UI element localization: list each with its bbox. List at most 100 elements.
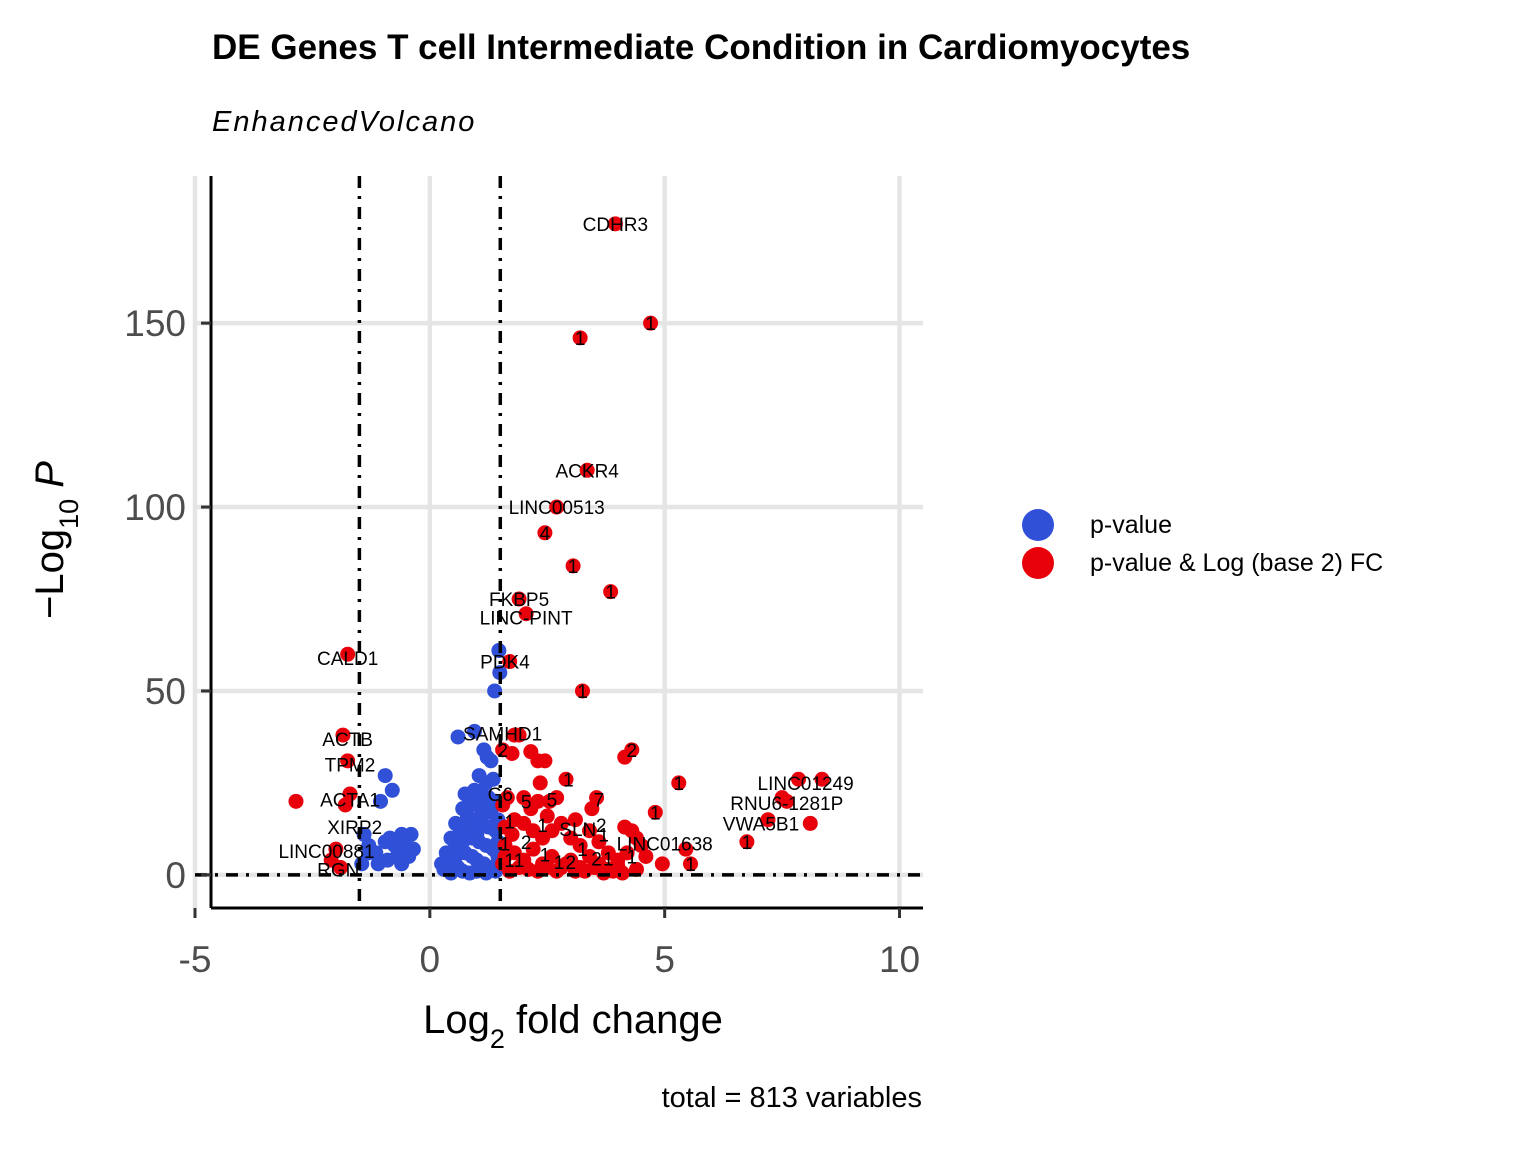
point-pvalue (382, 830, 398, 846)
point-pvalue-fc (582, 823, 598, 839)
point-pvalue-fc (591, 834, 607, 850)
point-label: 1 (685, 855, 696, 876)
point-label: LINC01638 (617, 835, 713, 856)
point-pvalue (485, 771, 501, 787)
legend-item-pvalue-fc: p-value & Log (base 2) FC (1022, 544, 1383, 582)
point-pvalue-fc (549, 790, 565, 806)
point-label: 1 (605, 583, 616, 604)
point-pvalue-fc (333, 860, 349, 876)
point-pvalue-fc (553, 815, 569, 831)
point-pvalue-fc (607, 216, 623, 232)
point-pvalue-fc (537, 753, 553, 769)
point-label: 1 (742, 833, 753, 854)
y-tick-label: 150 (124, 303, 186, 344)
point-pvalue-fc (638, 849, 654, 865)
point-pvalue-fc (340, 753, 356, 769)
legend-item-pvalue: p-value (1022, 506, 1383, 544)
point-pvalue-fc (530, 793, 546, 809)
point-label: ACKR4 (556, 461, 620, 482)
point-pvalue-fc (537, 525, 553, 541)
point-pvalue-fc (511, 727, 527, 743)
point-label: 2 (497, 741, 508, 762)
point-pvalue (384, 782, 400, 798)
point-pvalue (469, 826, 485, 842)
point-pvalue-fc (511, 591, 527, 607)
point-pvalue-fc (574, 683, 590, 699)
point-pvalue-fc (739, 834, 755, 850)
point-pvalue (487, 683, 503, 699)
chart-caption: total = 813 variables (661, 1082, 922, 1114)
point-pvalue-fc (760, 812, 776, 828)
point-pvalue-fc (647, 804, 663, 820)
point-pvalue (377, 768, 393, 784)
point-pvalue (483, 753, 499, 769)
point-label: 5 (521, 792, 532, 813)
point-pvalue-fc (340, 646, 356, 662)
point-label: SAMHD1 (463, 724, 542, 745)
point-pvalue-fc (532, 775, 548, 791)
point-label: 1 (650, 803, 661, 824)
point-pvalue-fc (337, 797, 353, 813)
point-pvalue-fc (671, 775, 687, 791)
point-pvalue-fc (779, 793, 795, 809)
point-pvalue (455, 834, 471, 850)
point-label: 4 (540, 524, 551, 545)
point-pvalue-fc (791, 771, 807, 787)
point-pvalue-fc (558, 771, 574, 787)
y-tick-label: 0 (165, 855, 186, 896)
point-pvalue-fc (572, 330, 588, 346)
point-label: VWA5B1 (723, 814, 799, 835)
point-label: PDK4 (480, 653, 530, 674)
point-label: 1 (645, 314, 656, 335)
legend-label-pvalue: p-value (1090, 510, 1172, 539)
point-pvalue-fc (678, 841, 694, 857)
point-pvalue-fc (572, 837, 588, 853)
point-pvalue-fc (504, 826, 520, 842)
point-label: 1 (575, 329, 586, 350)
point-pvalue-fc (614, 865, 630, 881)
point-pvalue-fc (504, 746, 520, 762)
point-label: 2 (521, 833, 532, 854)
point-pvalue (474, 808, 490, 824)
point-pvalue (373, 793, 389, 809)
point-pvalue-fc (643, 315, 659, 331)
point-label: 2 (565, 853, 576, 874)
point-label: CDHR3 (583, 215, 648, 236)
point-label: LINC01249 (758, 774, 854, 795)
point-label: G6 (488, 785, 513, 806)
point-label: ACTB (322, 730, 373, 751)
point-pvalue (368, 845, 384, 861)
chart-subtitle: EnhancedVolcano (212, 106, 477, 138)
point-pvalue-fc (502, 654, 518, 670)
point-label: FKBP5 (489, 590, 549, 611)
point-label: RGN (317, 860, 359, 881)
point-label: 1 (568, 557, 579, 578)
point-label: 1 (540, 846, 551, 867)
chart-title: DE Genes T cell Intermediate Condition i… (212, 28, 1191, 67)
point-label: 2 (596, 816, 607, 837)
point-pvalue-fc (335, 727, 351, 743)
point-label: 2 (591, 849, 602, 870)
point-pvalue (394, 856, 410, 872)
point-pvalue-fc (518, 606, 534, 622)
point-pvalue-fc (499, 790, 515, 806)
point-label: 1 (504, 851, 515, 872)
point-label: 2 (627, 741, 638, 762)
point-pvalue-fc (584, 801, 600, 817)
point-pvalue-fc (549, 499, 565, 515)
point-label: LINC00881 (278, 842, 374, 863)
legend-label-pvalue-fc: p-value & Log (base 2) FC (1090, 548, 1384, 577)
point-label: 1 (514, 851, 525, 872)
legend: p-value p-value & Log (base 2) FC (1022, 506, 1383, 582)
point-pvalue (405, 841, 421, 857)
point-pvalue-fc (567, 812, 583, 828)
point-pvalue-fc (565, 558, 581, 574)
point-pvalue-fc (579, 462, 595, 478)
y-tick-label: 50 (145, 671, 186, 712)
point-pvalue (450, 729, 466, 745)
point-pvalue-fc (683, 856, 699, 872)
point-label: 1 (500, 835, 511, 856)
